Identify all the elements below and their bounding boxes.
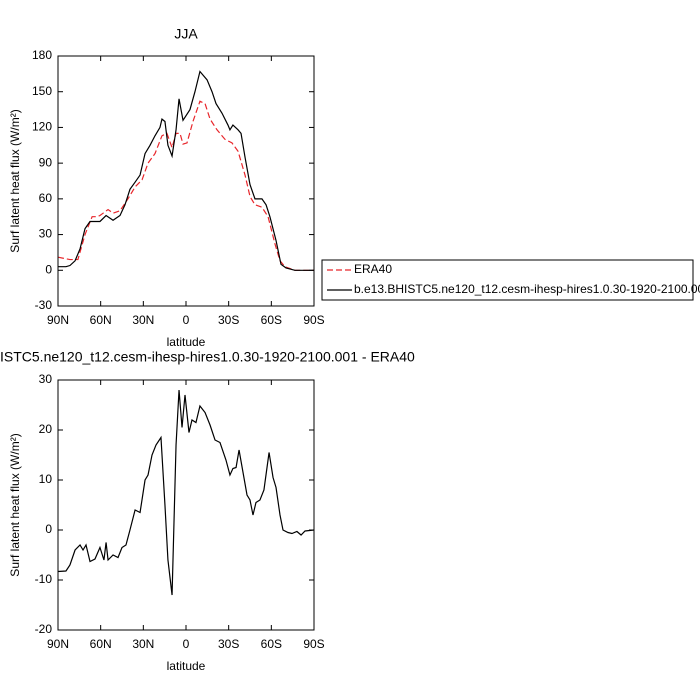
x-tick-label: 60S [261, 313, 282, 327]
x-tick-label: 90S [303, 637, 324, 651]
plot-frame [57, 379, 315, 631]
y-tick-label: 90 [39, 155, 53, 169]
y-tick-label: -10 [35, 572, 53, 586]
y-tick-label: 10 [39, 472, 53, 486]
y-tick-label: -30 [35, 298, 53, 312]
x-tick-label: 90S [303, 313, 324, 327]
chart-title: JJA [174, 26, 198, 42]
y-axis-label: Surf latent heat flux (W/m²) [8, 109, 22, 252]
legend-box [321, 259, 694, 301]
plot-frame [57, 55, 315, 307]
x-tick-label: 0 [183, 313, 190, 327]
data-line [57, 389, 315, 596]
x-tick-label: 30S [218, 637, 239, 651]
x-tick-label: 30S [218, 313, 239, 327]
x-tick-label: 90N [47, 637, 69, 651]
x-axis-label: latitude [167, 659, 206, 673]
y-tick-label: 0 [45, 262, 52, 276]
y-tick-label: 20 [39, 422, 53, 436]
x-tick-label: 60N [90, 637, 112, 651]
data-line [58, 70, 314, 271]
x-tick-label: 0 [183, 637, 190, 651]
y-tick-label: 150 [32, 84, 52, 98]
y-tick-label: -20 [35, 622, 53, 636]
x-tick-label: 90N [47, 313, 69, 327]
x-tick-label: 60S [261, 637, 282, 651]
legend-label: b.e13.BHISTC5.ne120_t12.cesm-ihesp-hires… [354, 282, 700, 296]
y-tick-label: 30 [39, 227, 53, 241]
y-axis-label: Surf latent heat flux (W/m²) [8, 433, 22, 576]
legend-label: ERA40 [354, 262, 392, 276]
y-tick-label: 60 [39, 191, 53, 205]
chart-title: ISTC5.ne120_t12.cesm-ihesp-hires1.0.30-1… [0, 349, 415, 365]
x-axis-label: latitude [167, 335, 206, 349]
y-tick-label: 0 [45, 522, 52, 536]
x-tick-label: 30N [132, 637, 154, 651]
x-tick-label: 30N [132, 313, 154, 327]
y-tick-label: 30 [39, 372, 53, 386]
x-tick-label: 60N [90, 313, 112, 327]
y-tick-label: 120 [32, 120, 52, 134]
data-line [57, 100, 314, 271]
y-tick-label: 180 [32, 48, 52, 62]
